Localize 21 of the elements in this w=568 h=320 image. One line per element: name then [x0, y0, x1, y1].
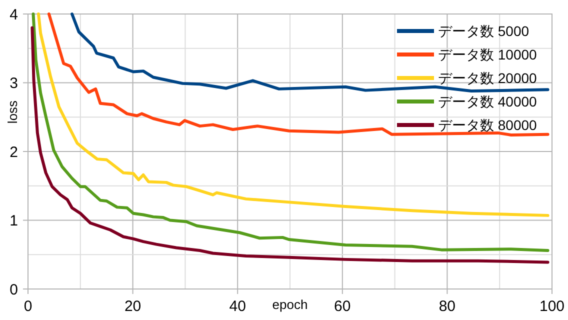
x-tick-label: 80	[438, 298, 456, 315]
y-tick-label: 1	[10, 212, 18, 230]
legend-label: データ数 40000	[438, 93, 538, 110]
y-axis-title: loss	[5, 100, 20, 124]
legend-label: データ数 20000	[438, 70, 538, 86]
y-tick-label: 4	[10, 6, 18, 24]
legend-label: データ数 80000	[438, 116, 538, 133]
y-tick-label: 3	[10, 75, 18, 92]
y-tick-label: 0	[10, 281, 18, 298]
y-tick-label: 2	[10, 144, 18, 161]
x-tick-label: 20	[124, 298, 142, 315]
legend-label: データ数 10000	[438, 46, 538, 62]
x-axis-title: epoch	[272, 297, 308, 312]
x-tick-label: 60	[334, 298, 351, 315]
x-tick-label: 0	[24, 298, 32, 315]
line-series	[70, 12, 550, 92]
x-tick-label: 40	[229, 298, 246, 315]
x-tick-label: 100	[539, 298, 565, 315]
legend-label: データ数 5000	[438, 22, 530, 39]
line-series	[47, 12, 550, 136]
line-series	[36, 12, 550, 217]
